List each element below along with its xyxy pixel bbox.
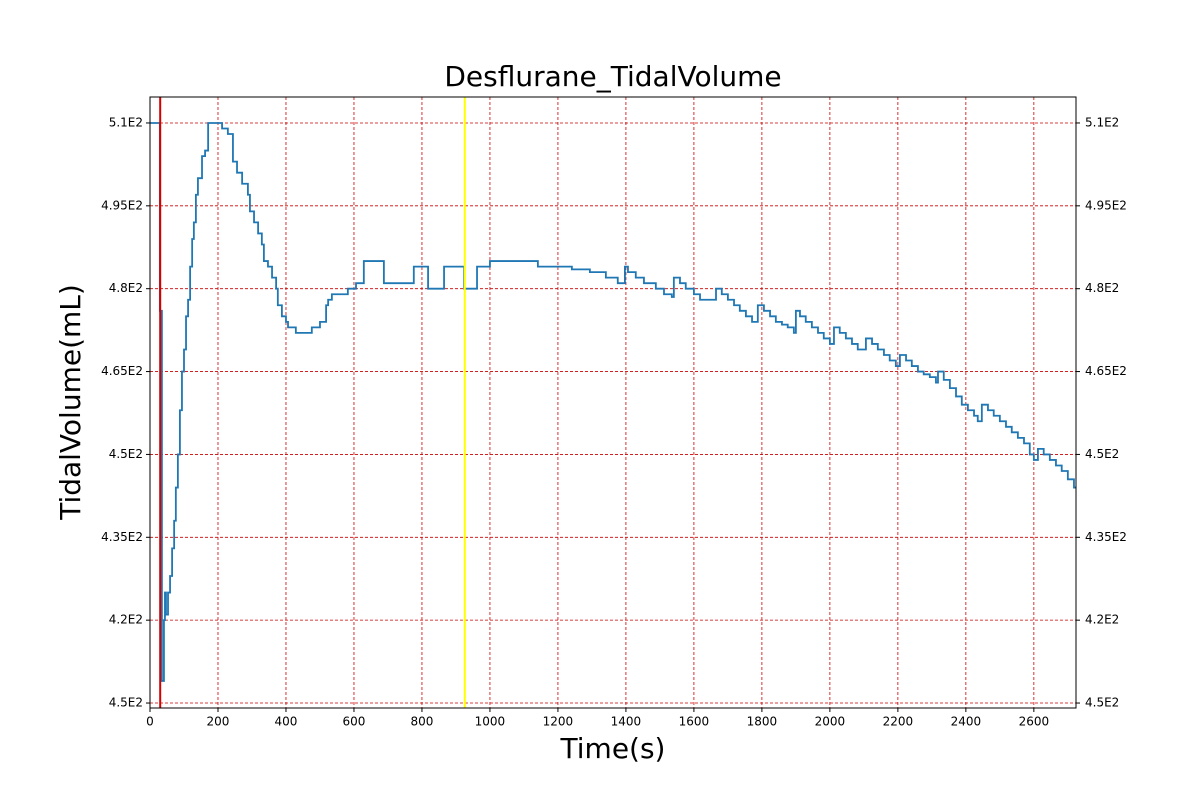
chart-title: Desflurane_TidalVolume [444, 60, 781, 93]
y-tick-label: 4.2E2 [109, 613, 143, 627]
y-tick-label-right: 5.1E2 [1085, 115, 1119, 129]
x-tick-label: 1200 [543, 715, 574, 729]
x-tick-label: 1000 [475, 715, 506, 729]
x-tick-label: 1400 [611, 715, 642, 729]
y-tick-label: 5.1E2 [109, 115, 143, 129]
y-tick-label-right: 4.95E2 [1085, 198, 1127, 212]
y-tick-label-right: 4.5E2 [1085, 447, 1119, 461]
plot-frame [149, 96, 1077, 709]
y-tick-label-right: 4.2E2 [1085, 613, 1119, 627]
y-tick-label: 4.5E2 [109, 696, 143, 710]
x-tick-label: 1600 [679, 715, 710, 729]
y-tick-label: 4.35E2 [101, 530, 143, 544]
x-tick-label: 0 [146, 715, 154, 729]
x-tick-label: 1800 [747, 715, 778, 729]
y-tick-label: 4.5E2 [109, 447, 143, 461]
x-tick-label: 2400 [951, 715, 982, 729]
y-tick-label: 4.8E2 [109, 281, 143, 295]
x-tick-label: 2200 [883, 715, 914, 729]
x-tick-label: 2600 [1019, 715, 1050, 729]
y-tick-label: 4.65E2 [101, 364, 143, 378]
y-tick-label-right: 4.8E2 [1085, 281, 1119, 295]
x-tick-label: 200 [207, 715, 230, 729]
y-axis-label: TidalVolume(mL) [54, 284, 87, 521]
y-tick-label: 4.95E2 [101, 198, 143, 212]
x-tick-label: 600 [343, 715, 366, 729]
y-tick-label-right: 4.5E2 [1085, 696, 1119, 710]
data-line [150, 122, 1076, 682]
x-tick-label: 400 [275, 715, 298, 729]
y-tick-label-right: 4.35E2 [1085, 530, 1127, 544]
x-axis-label: Time(s) [560, 732, 666, 765]
x-tick-label: 800 [410, 715, 433, 729]
y-tick-label-right: 4.65E2 [1085, 364, 1127, 378]
x-tick-label: 2000 [815, 715, 846, 729]
